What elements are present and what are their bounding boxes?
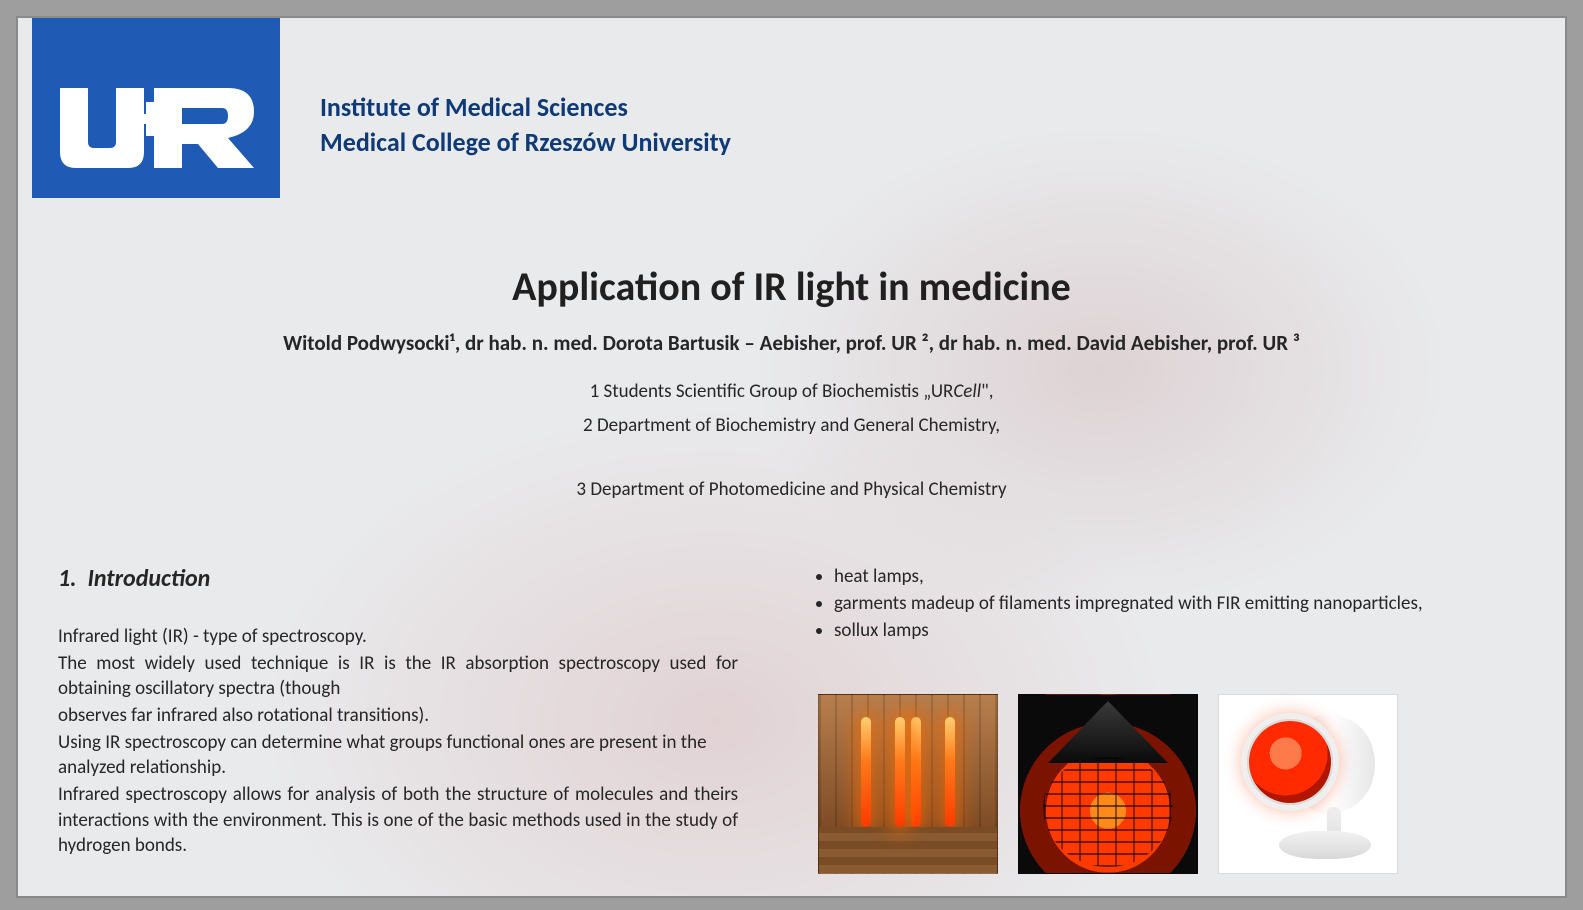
slide-page: Institute of Medical Sciences Medical Co… xyxy=(16,16,1567,898)
section-heading: 1. Introduction xyxy=(58,564,210,593)
intro-p3: observes far infrared also rotational tr… xyxy=(58,703,738,728)
list-item: sollux lamps xyxy=(834,618,1532,643)
sollux-lamp-photo xyxy=(1218,694,1398,874)
affiliation-1-prefix: 1 Students Scientific Group of Biochemis… xyxy=(590,380,954,403)
list-item: heat lamps, xyxy=(834,564,1532,589)
institution-header: Institute of Medical Sciences Medical Co… xyxy=(320,90,731,160)
intro-p1: Infrared light (IR) - type of spectrosco… xyxy=(58,624,738,649)
institution-line-2: Medical College of Rzeszów University xyxy=(320,125,731,160)
introduction-body: Infrared light (IR) - type of spectrosco… xyxy=(58,624,738,860)
caged-heat-lamp-photo xyxy=(1018,694,1198,874)
affiliation-1-suffix: ", xyxy=(981,380,993,403)
affiliation-1-em: Cell xyxy=(953,380,981,403)
affiliation-1: 1 Students Scientific Group of Biochemis… xyxy=(18,380,1565,403)
ur-logo-icon xyxy=(32,18,280,198)
image-row xyxy=(818,694,1398,874)
affiliation-3: 3 Department of Photomedicine and Physic… xyxy=(18,478,1565,501)
ir-sources-list: heat lamps, garments madeup of filaments… xyxy=(812,564,1532,643)
window-frame: Institute of Medical Sciences Medical Co… xyxy=(0,0,1583,910)
intro-p2: The most widely used technique is IR is … xyxy=(58,651,738,701)
intro-p5: Infrared spectroscopy allows for analysi… xyxy=(58,782,738,857)
section-title: Introduction xyxy=(87,564,210,593)
right-column: heat lamps, garments madeup of filaments… xyxy=(812,564,1532,645)
section-number: 1. xyxy=(58,564,77,593)
affiliation-2: 2 Department of Biochemistry and General… xyxy=(18,414,1565,437)
institution-line-1: Institute of Medical Sciences xyxy=(320,90,731,125)
list-item: garments madeup of filaments impregnated… xyxy=(834,591,1532,616)
intro-p4: Using IR spectroscopy can determine what… xyxy=(58,730,738,780)
infrared-sauna-photo xyxy=(818,694,998,874)
slide-title: Application of IR light in medicine xyxy=(18,262,1565,311)
university-logo xyxy=(32,18,280,198)
authors-line: Witold Podwysocki¹, dr hab. n. med. Doro… xyxy=(18,330,1565,356)
